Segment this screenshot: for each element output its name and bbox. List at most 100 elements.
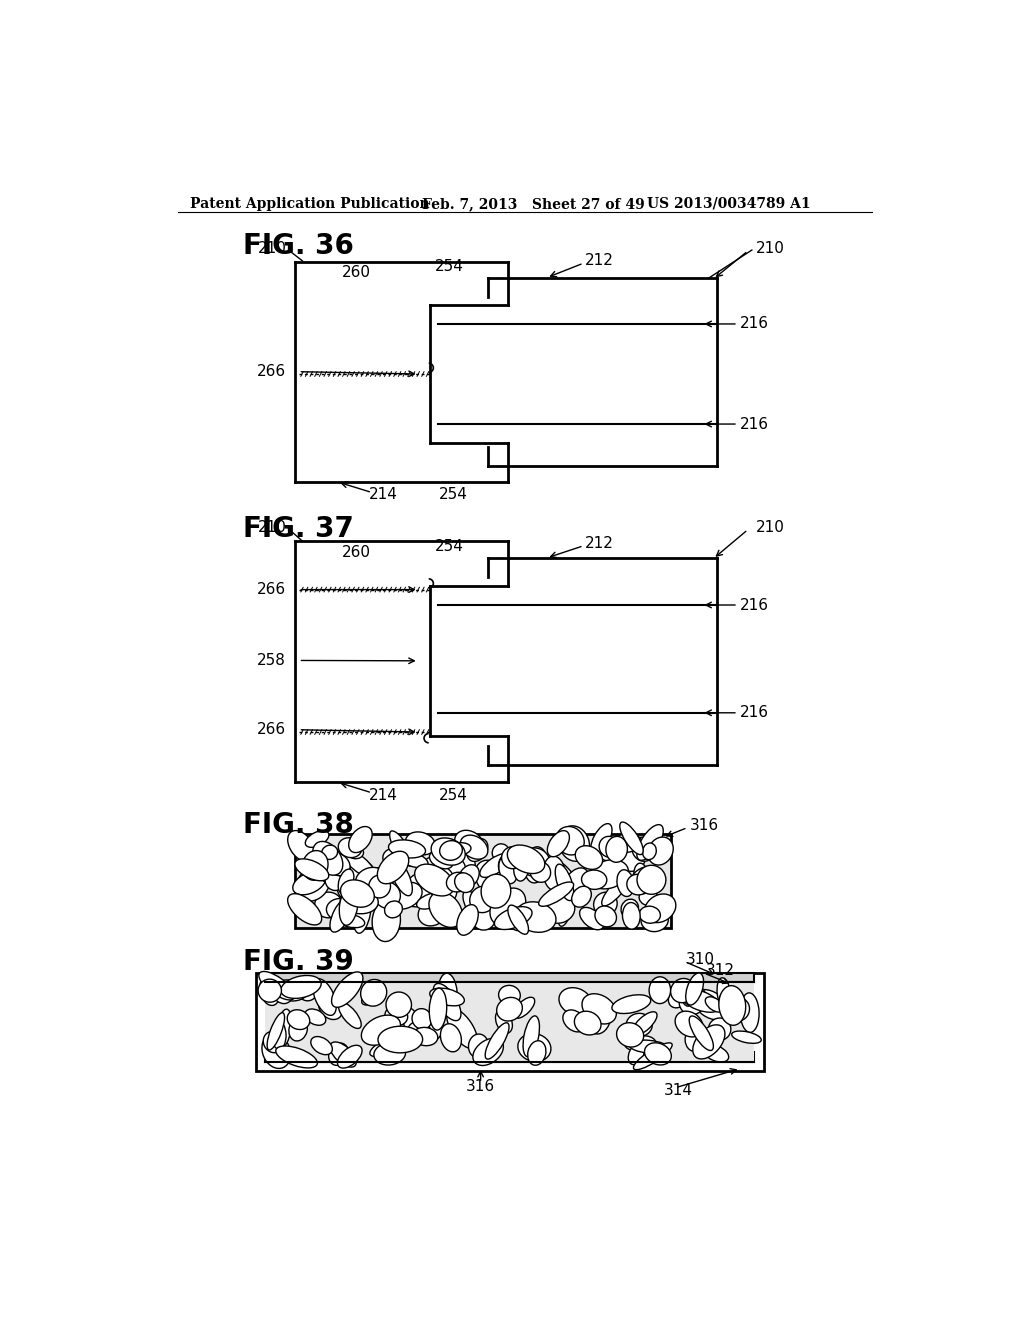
Ellipse shape	[287, 1010, 309, 1030]
Ellipse shape	[413, 1015, 443, 1044]
Ellipse shape	[727, 998, 750, 1022]
Ellipse shape	[386, 993, 412, 1018]
Ellipse shape	[296, 866, 330, 902]
Text: 260: 260	[342, 545, 371, 560]
Text: 214: 214	[370, 788, 398, 803]
Ellipse shape	[457, 904, 478, 936]
Ellipse shape	[671, 978, 695, 1003]
Text: 212: 212	[586, 253, 614, 268]
Text: Feb. 7, 2013   Sheet 27 of 49: Feb. 7, 2013 Sheet 27 of 49	[423, 197, 645, 211]
Ellipse shape	[271, 1020, 286, 1049]
Ellipse shape	[302, 850, 328, 880]
Ellipse shape	[518, 1034, 551, 1061]
Ellipse shape	[442, 858, 466, 891]
Ellipse shape	[313, 978, 336, 1015]
Ellipse shape	[297, 978, 317, 1001]
Ellipse shape	[637, 866, 666, 894]
Ellipse shape	[686, 973, 703, 1005]
Ellipse shape	[431, 838, 465, 865]
Ellipse shape	[471, 904, 496, 931]
Text: 266: 266	[257, 364, 286, 379]
Ellipse shape	[644, 894, 676, 923]
Ellipse shape	[288, 830, 315, 862]
Ellipse shape	[388, 882, 422, 909]
Ellipse shape	[340, 888, 378, 913]
Ellipse shape	[612, 995, 650, 1014]
Ellipse shape	[429, 892, 463, 928]
Ellipse shape	[621, 899, 638, 917]
Ellipse shape	[267, 1012, 285, 1049]
Ellipse shape	[293, 871, 326, 895]
Ellipse shape	[508, 908, 530, 931]
Ellipse shape	[627, 874, 649, 895]
Ellipse shape	[582, 994, 616, 1024]
Text: 316: 316	[466, 1078, 496, 1094]
Ellipse shape	[717, 978, 731, 1008]
Ellipse shape	[513, 997, 535, 1018]
Ellipse shape	[446, 873, 469, 892]
Ellipse shape	[563, 1010, 586, 1032]
Ellipse shape	[648, 837, 673, 865]
Ellipse shape	[686, 995, 707, 1007]
Text: 216: 216	[740, 705, 769, 721]
Ellipse shape	[606, 837, 628, 862]
Ellipse shape	[390, 830, 414, 866]
Ellipse shape	[560, 867, 589, 904]
Ellipse shape	[599, 837, 620, 857]
Ellipse shape	[631, 866, 664, 894]
Ellipse shape	[329, 859, 350, 880]
Ellipse shape	[407, 1022, 431, 1044]
Ellipse shape	[390, 858, 413, 896]
Text: 210: 210	[756, 242, 784, 256]
Ellipse shape	[335, 913, 365, 928]
Ellipse shape	[493, 843, 509, 861]
Ellipse shape	[646, 840, 672, 858]
Ellipse shape	[288, 894, 322, 925]
Text: 266: 266	[257, 722, 286, 738]
Ellipse shape	[418, 900, 446, 925]
Ellipse shape	[377, 851, 409, 884]
Ellipse shape	[433, 983, 461, 1020]
Ellipse shape	[338, 869, 354, 894]
Ellipse shape	[446, 1008, 477, 1048]
Ellipse shape	[429, 851, 454, 869]
Ellipse shape	[339, 886, 358, 925]
Ellipse shape	[693, 990, 728, 1020]
Ellipse shape	[556, 826, 585, 855]
Ellipse shape	[406, 832, 435, 855]
Text: FIG. 39: FIG. 39	[243, 948, 353, 975]
Ellipse shape	[385, 902, 402, 917]
Ellipse shape	[675, 1011, 703, 1038]
Ellipse shape	[595, 838, 617, 861]
Ellipse shape	[424, 866, 437, 890]
Text: 314: 314	[664, 1082, 693, 1098]
Ellipse shape	[543, 857, 565, 891]
Ellipse shape	[361, 990, 379, 1005]
Ellipse shape	[685, 1028, 703, 1052]
Ellipse shape	[258, 979, 282, 1002]
Ellipse shape	[259, 972, 295, 1001]
Ellipse shape	[355, 867, 386, 892]
Ellipse shape	[538, 896, 557, 917]
Ellipse shape	[463, 891, 484, 923]
Ellipse shape	[610, 834, 642, 853]
Ellipse shape	[343, 850, 376, 878]
Text: FIG. 36: FIG. 36	[243, 231, 353, 260]
Ellipse shape	[632, 837, 654, 862]
Ellipse shape	[481, 874, 511, 908]
Ellipse shape	[632, 1011, 657, 1035]
Ellipse shape	[689, 1016, 714, 1051]
Ellipse shape	[594, 892, 617, 916]
Ellipse shape	[629, 1044, 644, 1065]
Ellipse shape	[353, 894, 371, 933]
Ellipse shape	[326, 873, 343, 891]
Ellipse shape	[276, 1010, 292, 1048]
Ellipse shape	[374, 1043, 406, 1065]
Bar	[295, 834, 671, 928]
Ellipse shape	[347, 861, 375, 887]
Ellipse shape	[530, 862, 551, 882]
Ellipse shape	[322, 845, 338, 859]
Ellipse shape	[559, 826, 590, 862]
Ellipse shape	[642, 843, 656, 859]
Ellipse shape	[589, 859, 629, 888]
